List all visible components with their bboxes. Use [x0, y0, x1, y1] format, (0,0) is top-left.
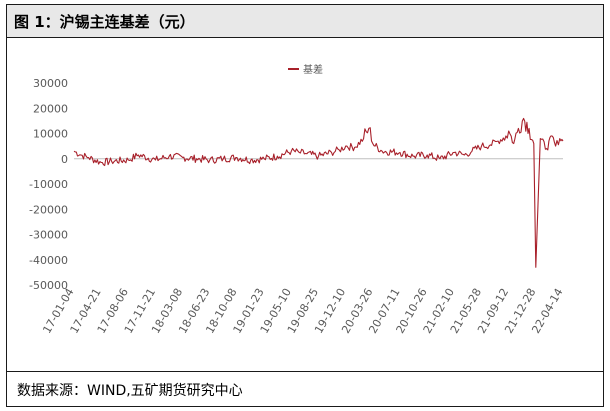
series-line — [73, 117, 564, 268]
y-tick-label: 0 — [61, 153, 68, 166]
figure-frame: 图 1：沪锡主连基差（元） 30000 20000 10000 0 -10000 -200… — [6, 4, 604, 407]
y-tick-label: 30000 — [33, 77, 68, 90]
y-tick-label: 10000 — [33, 128, 68, 141]
data-source: 数据来源：WIND,五矿期货研究中心 — [17, 383, 243, 399]
figure-title: 图 1：沪锡主连基差（元） — [14, 13, 195, 31]
y-tick-label: -20000 — [29, 203, 68, 216]
basis-line-chart: 30000 20000 10000 0 -10000 -20000 -30000 -40000… — [29, 63, 566, 336]
y-tick-label: -10000 — [29, 178, 68, 191]
y-tick-label: -50000 — [29, 279, 68, 292]
legend-label: 基差 — [303, 63, 323, 76]
y-tick-label: 20000 — [33, 102, 68, 115]
source-bar: 数据来源：WIND,五矿期货研究中心 — [7, 371, 603, 406]
y-tick-label: -30000 — [29, 229, 68, 242]
title-bar: 图 1：沪锡主连基差（元） — [7, 5, 603, 38]
y-tick-label: -40000 — [29, 254, 68, 267]
